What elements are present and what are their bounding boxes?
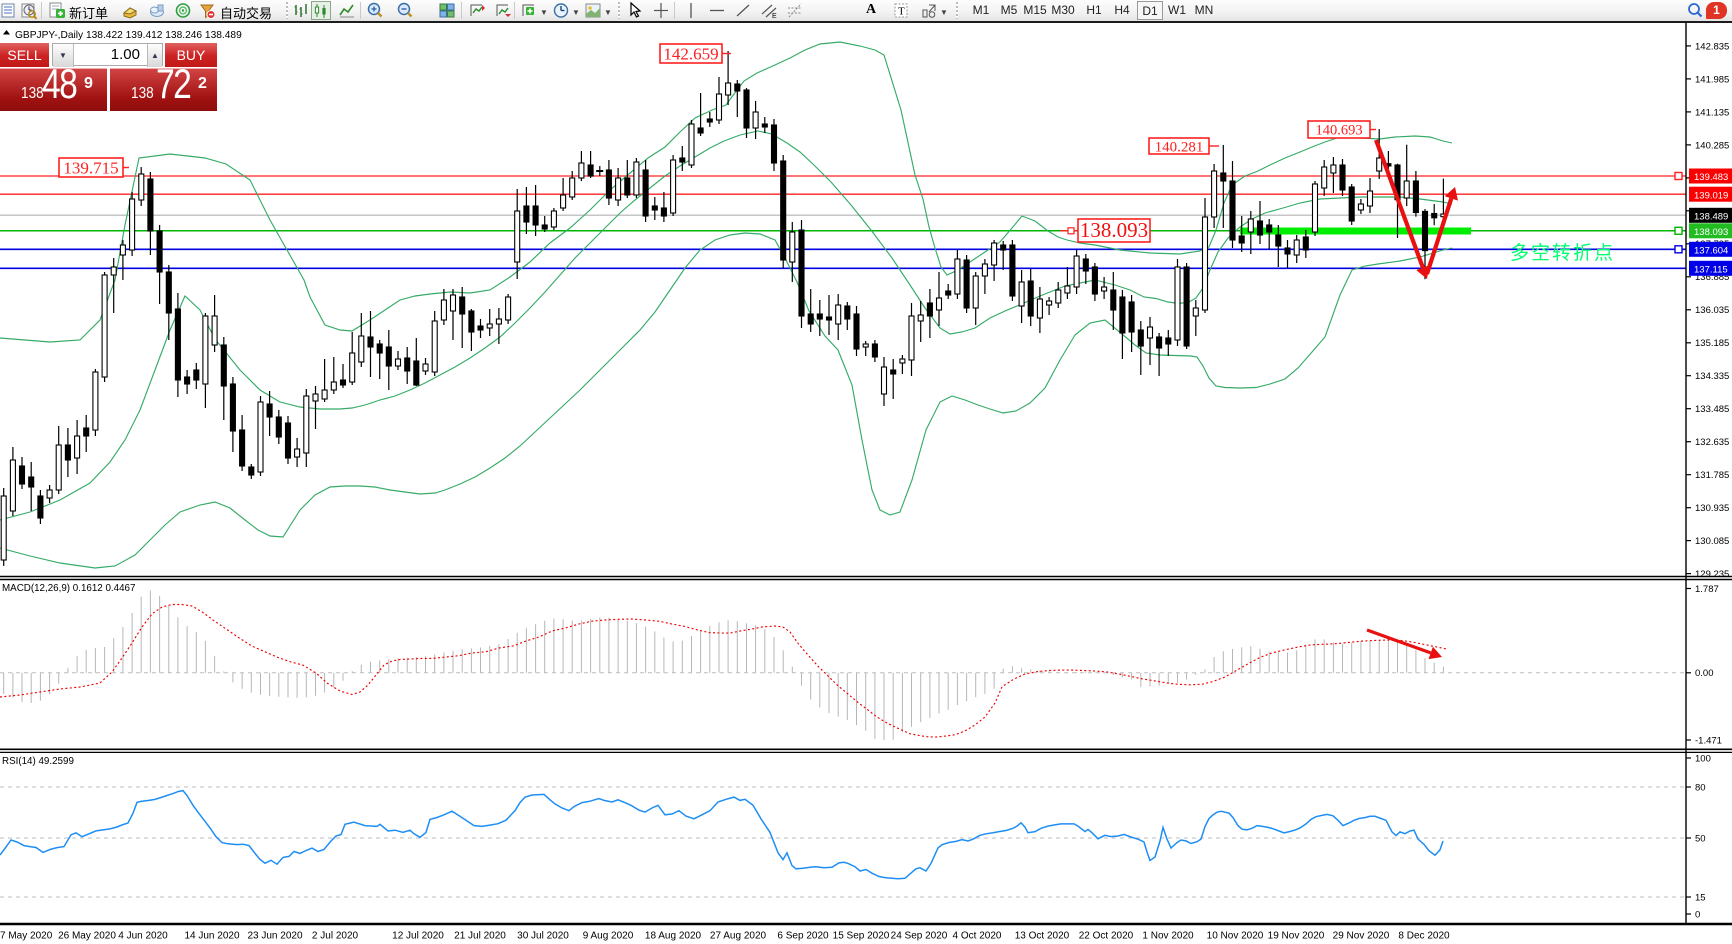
svg-text:142.835: 142.835	[1695, 41, 1729, 52]
svg-text:T: T	[898, 6, 905, 18]
svg-text:140.281: 140.281	[1155, 139, 1204, 155]
svg-text:131.785: 131.785	[1695, 470, 1729, 481]
svg-text:9 Aug 2020: 9 Aug 2020	[583, 931, 634, 942]
svg-text:142.659: 142.659	[663, 45, 718, 64]
svg-text:RSI(14) 49.2599: RSI(14) 49.2599	[2, 756, 74, 767]
svg-text:18 Aug 2020: 18 Aug 2020	[645, 931, 702, 942]
svg-text:129.235: 129.235	[1695, 569, 1729, 580]
svg-text:141.985: 141.985	[1695, 74, 1729, 85]
svg-text:136.885: 136.885	[1695, 272, 1729, 283]
svg-text:14 Jun 2020: 14 Jun 2020	[184, 931, 239, 942]
svg-text:GBPJPY-,Daily 138.422 139.412: GBPJPY-,Daily 138.422 139.412 138.246 13…	[15, 30, 242, 41]
svg-text:13 Oct 2020: 13 Oct 2020	[1015, 931, 1070, 942]
svg-text:4 Jun 2020: 4 Jun 2020	[118, 931, 168, 942]
svg-text:MACD(12,26,9) 0.1612 0.4467: MACD(12,26,9) 0.1612 0.4467	[2, 583, 135, 594]
svg-text:136.035: 136.035	[1695, 305, 1729, 316]
svg-text:15: 15	[1695, 892, 1706, 903]
svg-text:133.485: 133.485	[1695, 404, 1729, 415]
svg-text:30 Jul 2020: 30 Jul 2020	[517, 931, 569, 942]
svg-text:22 Oct 2020: 22 Oct 2020	[1079, 931, 1134, 942]
svg-text:7 May 2020: 7 May 2020	[0, 931, 53, 942]
svg-text:29 Nov 2020: 29 Nov 2020	[1333, 931, 1390, 942]
svg-text:6 Sep 2020: 6 Sep 2020	[777, 931, 829, 942]
svg-text:27 Aug 2020: 27 Aug 2020	[710, 931, 767, 942]
svg-text:141.135: 141.135	[1695, 107, 1729, 118]
svg-text:140.285: 140.285	[1695, 140, 1729, 151]
svg-text:21 Jul 2020: 21 Jul 2020	[454, 931, 506, 942]
svg-text:多空转折点: 多空转折点	[1510, 242, 1615, 264]
svg-text:4 Oct 2020: 4 Oct 2020	[953, 931, 1002, 942]
svg-text:19 Nov 2020: 19 Nov 2020	[1268, 931, 1325, 942]
svg-text:23 Jun 2020: 23 Jun 2020	[247, 931, 302, 942]
svg-text:137.604: 137.604	[1694, 246, 1728, 257]
svg-text:1 Nov 2020: 1 Nov 2020	[1142, 931, 1194, 942]
svg-text:135.185: 135.185	[1695, 338, 1729, 349]
svg-text:2 Jul 2020: 2 Jul 2020	[312, 931, 359, 942]
svg-text:130.085: 130.085	[1695, 536, 1729, 547]
svg-text:130.935: 130.935	[1695, 503, 1729, 514]
svg-text:E: E	[772, 13, 777, 20]
svg-text:138.093: 138.093	[1080, 218, 1148, 242]
svg-text:139.019: 139.019	[1694, 190, 1728, 201]
svg-text:140.693: 140.693	[1315, 123, 1362, 139]
svg-text:0.00: 0.00	[1695, 668, 1714, 679]
svg-text:100: 100	[1695, 753, 1711, 764]
svg-text:12 Jul 2020: 12 Jul 2020	[392, 931, 444, 942]
svg-text:138.093: 138.093	[1694, 227, 1728, 238]
svg-text:134.335: 134.335	[1695, 371, 1729, 382]
svg-text:138.489: 138.489	[1694, 212, 1728, 223]
svg-text:15 Sep 2020: 15 Sep 2020	[833, 931, 890, 942]
svg-text:0: 0	[1695, 909, 1700, 920]
svg-text:80: 80	[1695, 782, 1706, 793]
svg-text:10 Nov 2020: 10 Nov 2020	[1207, 931, 1264, 942]
svg-text:8 Dec 2020: 8 Dec 2020	[1398, 931, 1450, 942]
svg-text:50: 50	[1695, 833, 1706, 844]
svg-text:-1.471: -1.471	[1695, 735, 1722, 746]
svg-text:139.715: 139.715	[63, 159, 118, 178]
svg-text:26 May 2020: 26 May 2020	[58, 931, 116, 942]
svg-text:137.115: 137.115	[1694, 265, 1728, 276]
svg-text:24 Sep 2020: 24 Sep 2020	[891, 931, 948, 942]
svg-text:1.787: 1.787	[1695, 584, 1719, 595]
svg-text:139.483: 139.483	[1694, 172, 1728, 183]
svg-text:132.635: 132.635	[1695, 437, 1729, 448]
